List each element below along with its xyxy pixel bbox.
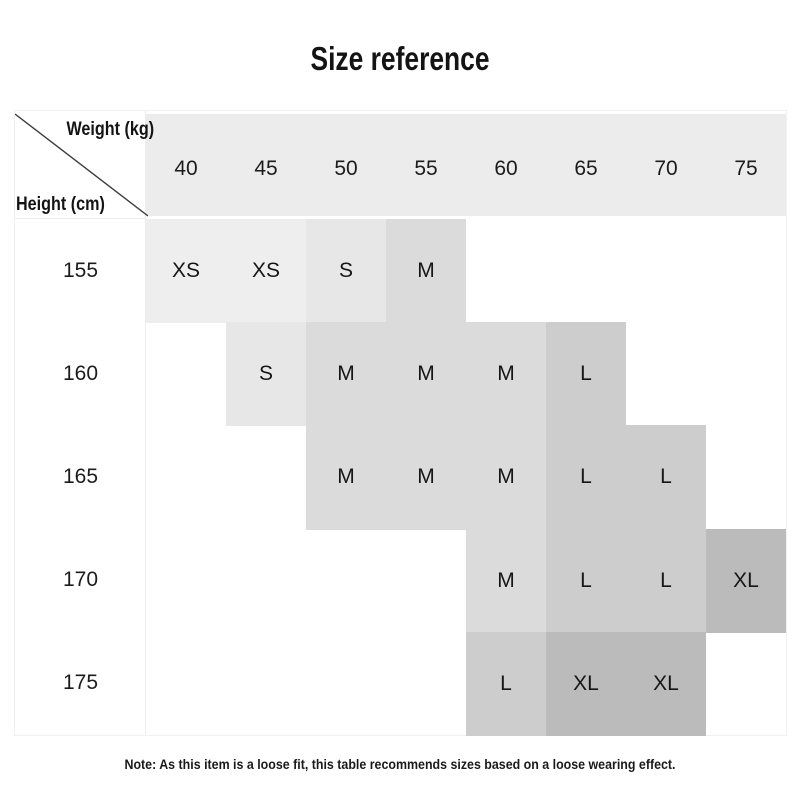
- size-cell: XL: [546, 631, 626, 736]
- size-cell: M: [466, 322, 546, 427]
- size-cell: S: [226, 322, 306, 427]
- size-cell: M: [386, 425, 466, 530]
- corner-header-cell: Weight (kg) Height (cm): [15, 111, 154, 219]
- height-row-label: 165: [62, 464, 99, 488]
- size-cell: L: [626, 528, 706, 633]
- height-row-label: 160: [62, 361, 99, 385]
- size-cell: XL: [706, 528, 786, 633]
- size-cell: M: [466, 425, 546, 530]
- height-row-label: 175: [62, 671, 99, 695]
- size-cell: L: [546, 528, 626, 633]
- size-cell: M: [306, 322, 386, 427]
- grid-divider-vertical: [145, 111, 146, 735]
- size-cell: L: [466, 631, 546, 736]
- size-cell: XS: [146, 219, 226, 324]
- size-cell: M: [386, 219, 466, 324]
- height-row-label: 155: [62, 258, 99, 282]
- weight-col-label: 65: [574, 157, 598, 180]
- size-cell: XL: [626, 631, 706, 736]
- size-cell: M: [386, 322, 466, 427]
- size-cell: L: [546, 425, 626, 530]
- size-cell: S: [306, 219, 386, 324]
- height-row-label: 170: [62, 568, 99, 592]
- weight-col-label: 75: [734, 157, 758, 180]
- weight-axis-label: Weight (kg): [66, 119, 154, 140]
- height-axis-label: Height (cm): [16, 194, 105, 215]
- size-cell: M: [466, 528, 546, 633]
- weight-col-label: 55: [414, 157, 438, 180]
- weight-col-label: 70: [654, 157, 678, 180]
- weight-col-label: 50: [334, 157, 358, 180]
- size-cell: L: [546, 322, 626, 427]
- grid-divider-horizontal: [15, 218, 146, 219]
- size-cell: XS: [226, 219, 306, 324]
- page-title: Size reference: [310, 40, 490, 77]
- weight-col-label: 60: [494, 157, 518, 180]
- size-cell: M: [306, 425, 386, 530]
- size-table: Weight (kg) Height (cm) 40 45 50 55 60 65 70 75…: [14, 110, 787, 736]
- weight-header-strip: [146, 114, 786, 216]
- diagonal-line: [15, 113, 148, 217]
- size-cell: L: [626, 425, 706, 530]
- weight-col-label: 40: [174, 157, 198, 180]
- weight-col-label: 45: [254, 157, 278, 180]
- note-text: Note: As this item is a loose fit, this …: [124, 757, 676, 772]
